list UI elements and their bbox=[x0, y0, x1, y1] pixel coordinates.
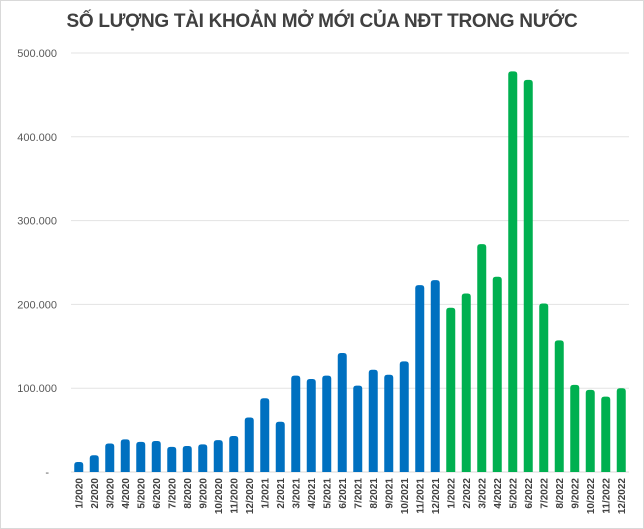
bar-5-2022 bbox=[508, 71, 518, 472]
x-tick-label: 9/2021 bbox=[384, 478, 395, 509]
bar-11-2020 bbox=[229, 435, 239, 472]
y-tick-label: 500.000 bbox=[17, 48, 57, 60]
bar-6-2021 bbox=[337, 353, 347, 472]
bar-9-2022 bbox=[570, 384, 580, 472]
bar-3-2021 bbox=[291, 375, 301, 472]
bar-10-2020 bbox=[213, 440, 223, 472]
bar-2-2022 bbox=[461, 293, 471, 472]
y-tick-label: 100.000 bbox=[17, 383, 57, 395]
bar-3-2022 bbox=[477, 244, 487, 472]
x-tick-label: 7/2020 bbox=[167, 478, 178, 509]
x-tick-label: 10/2020 bbox=[214, 478, 225, 515]
x-tick-label: 1/2022 bbox=[446, 478, 457, 509]
bar-10-2021 bbox=[399, 361, 409, 472]
bar-1-2021 bbox=[260, 398, 270, 472]
x-tick-label: 5/2021 bbox=[322, 478, 333, 509]
bar-4-2021 bbox=[306, 378, 316, 472]
y-tick-label: 200.000 bbox=[17, 299, 57, 311]
y-tick-label: - bbox=[45, 467, 49, 479]
x-tick-label: 2/2020 bbox=[90, 478, 101, 509]
x-tick-label: 1/2020 bbox=[74, 478, 85, 509]
bar-8-2020 bbox=[182, 446, 192, 472]
bar-1-2022 bbox=[446, 307, 456, 472]
bar-12-2020 bbox=[244, 417, 254, 472]
x-tick-label: 3/2020 bbox=[105, 478, 116, 509]
x-tick-label: 10/2022 bbox=[586, 478, 597, 515]
x-tick-label: 4/2021 bbox=[307, 478, 318, 509]
x-tick-label: 9/2022 bbox=[570, 478, 581, 509]
x-tick-label: 12/2021 bbox=[431, 478, 442, 515]
bar-7-2022 bbox=[539, 303, 549, 472]
x-tick-label: 9/2020 bbox=[198, 478, 209, 509]
x-tick-label: 8/2020 bbox=[183, 478, 194, 509]
x-tick-label: 11/2022 bbox=[601, 478, 612, 514]
x-tick-label: 6/2021 bbox=[338, 478, 349, 509]
bar-8-2022 bbox=[554, 340, 564, 472]
x-tick-label: 7/2022 bbox=[539, 478, 550, 509]
bar-4-2022 bbox=[492, 276, 502, 472]
x-tick-label: 5/2020 bbox=[136, 478, 147, 509]
bar-1-2020 bbox=[74, 461, 84, 472]
bar-10-2022 bbox=[585, 389, 595, 472]
bar-2-2020 bbox=[89, 455, 99, 472]
x-tick-label: 7/2021 bbox=[353, 478, 364, 509]
x-tick-label: 11/2021 bbox=[415, 478, 426, 514]
bar-9-2020 bbox=[198, 444, 208, 472]
x-tick-label: 6/2020 bbox=[152, 478, 163, 509]
bar-6-2020 bbox=[151, 440, 161, 472]
bar-7-2021 bbox=[353, 385, 363, 472]
bar-6-2022 bbox=[523, 79, 533, 472]
bar-11-2022 bbox=[601, 396, 611, 472]
chart-title: SỐ LƯỢNG TÀI KHOẢN MỞ MỚI CỦA NĐT TRONG … bbox=[66, 11, 578, 32]
bar-3-2020 bbox=[105, 443, 115, 472]
x-tick-label: 12/2020 bbox=[245, 478, 256, 515]
x-tick-label: 3/2021 bbox=[291, 478, 302, 509]
x-tick-label: 10/2021 bbox=[400, 478, 411, 515]
x-tick-label: 4/2020 bbox=[121, 478, 132, 509]
bar-11-2021 bbox=[415, 285, 425, 472]
x-tick-label: 3/2022 bbox=[477, 478, 488, 509]
bar-12-2022 bbox=[616, 388, 626, 472]
x-tick-label: 8/2021 bbox=[369, 478, 380, 509]
bar-2-2021 bbox=[275, 421, 285, 472]
x-tick-label: 1/2021 bbox=[260, 478, 271, 509]
bar-4-2020 bbox=[120, 439, 130, 472]
bar-8-2021 bbox=[368, 369, 378, 472]
y-tick-label: 400.000 bbox=[17, 132, 57, 144]
bar-7-2020 bbox=[167, 446, 177, 472]
x-tick-label: 8/2022 bbox=[555, 478, 566, 509]
bar-5-2021 bbox=[322, 375, 332, 472]
x-tick-label: 2/2022 bbox=[462, 478, 473, 509]
x-tick-label: 6/2022 bbox=[524, 478, 535, 509]
x-tick-label: 12/2022 bbox=[617, 478, 628, 515]
x-tick-label: 2/2021 bbox=[276, 478, 287, 509]
bar-9-2021 bbox=[384, 374, 394, 472]
x-tick-label: 4/2022 bbox=[493, 478, 504, 509]
bar-5-2020 bbox=[136, 441, 146, 472]
x-tick-label: 5/2022 bbox=[508, 478, 519, 509]
x-tick-label: 11/2020 bbox=[229, 478, 240, 514]
bar-12-2021 bbox=[430, 280, 440, 472]
y-tick-label: 300.000 bbox=[17, 216, 57, 228]
